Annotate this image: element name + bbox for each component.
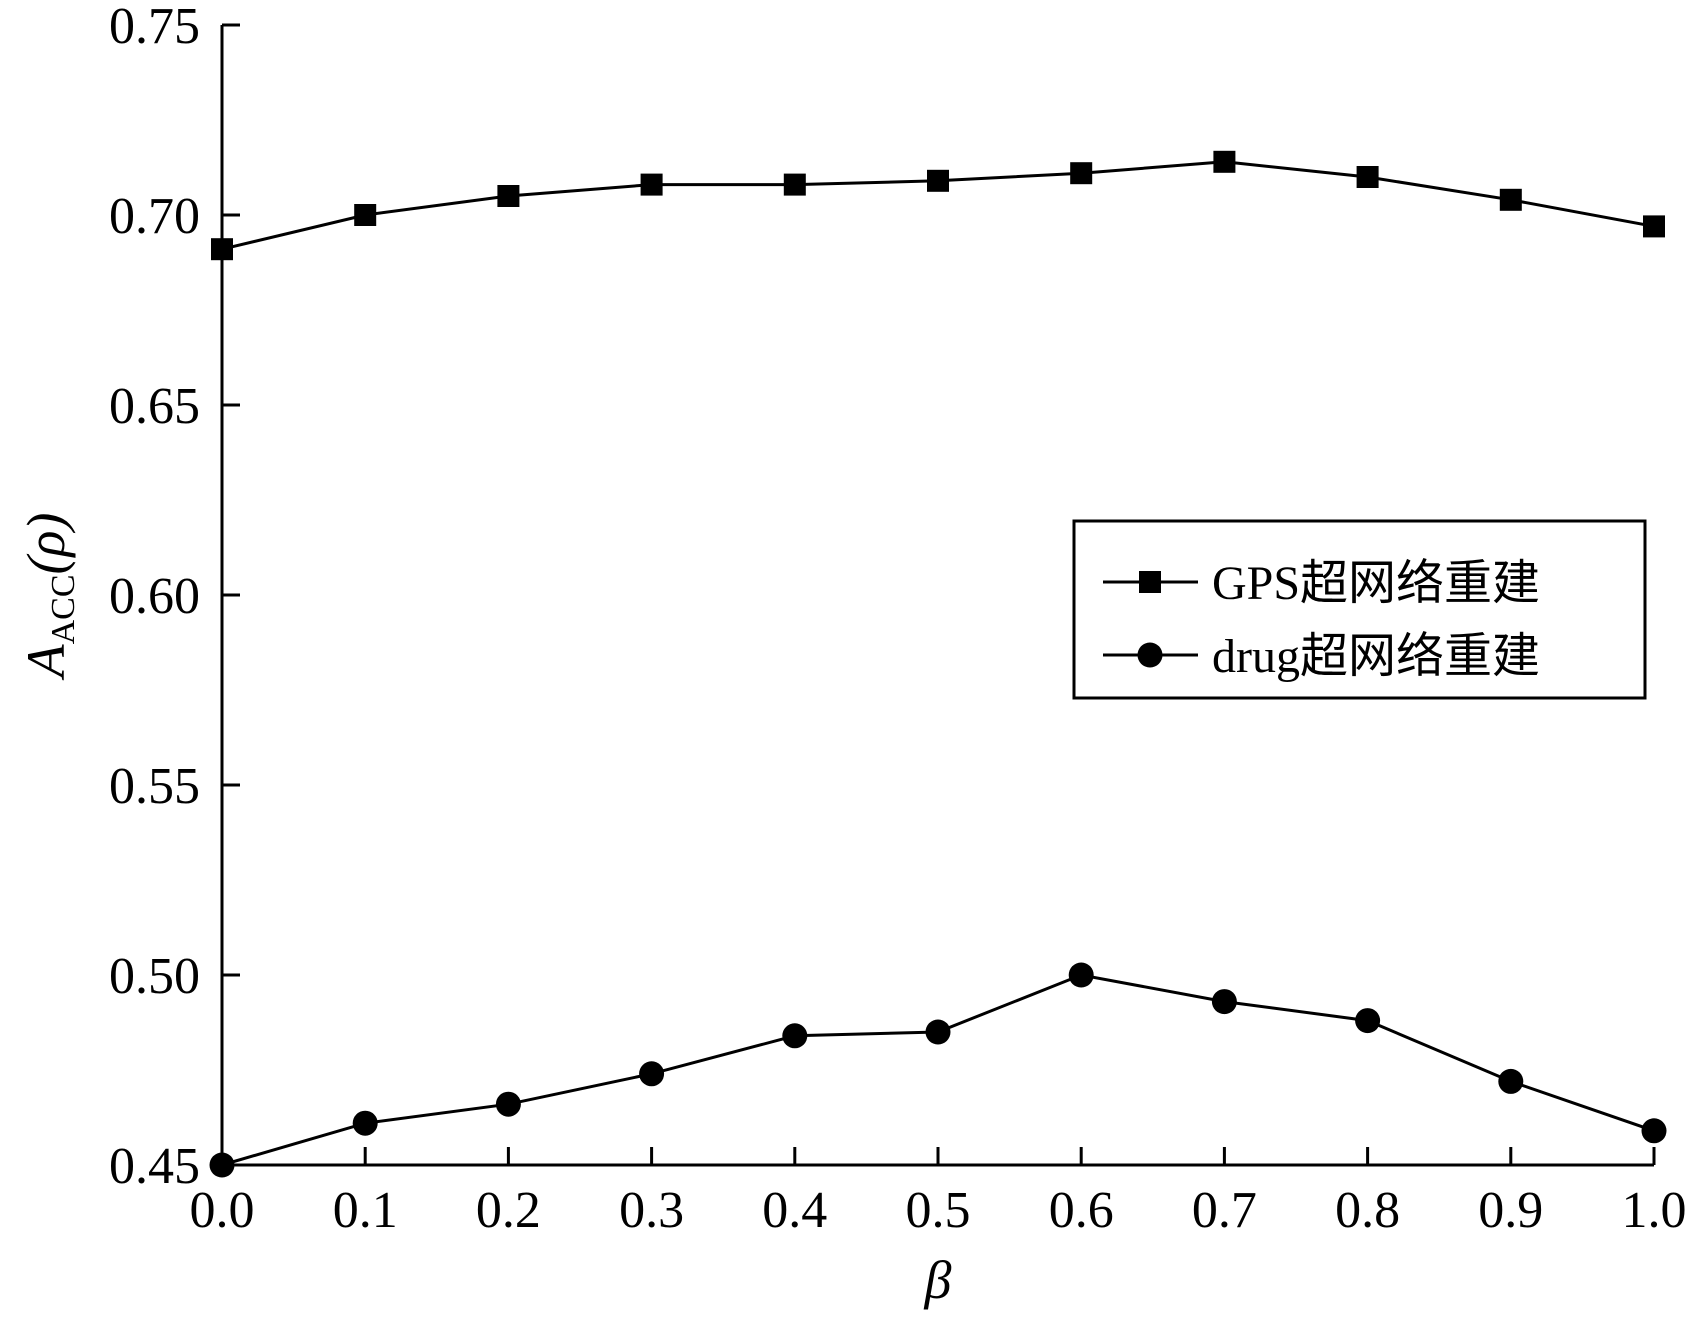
y-tick-label: 0.70: [109, 188, 200, 245]
data-point: [1070, 162, 1093, 185]
legend-marker: [1139, 571, 1161, 593]
data-point: [1213, 150, 1236, 173]
legend: GPS超网络重建 drug超网络重建: [1072, 519, 1647, 700]
x-tick-label: 0.5: [906, 1182, 971, 1239]
x-tick-label: 0.3: [619, 1182, 684, 1239]
y-tick-label: 0.55: [109, 758, 200, 815]
y-tick-label: 0.50: [109, 948, 200, 1005]
y-axis-title-subscript: ACC: [45, 574, 82, 644]
series-1: [211, 150, 1665, 261]
data-point: [1211, 989, 1237, 1015]
x-tick-label: 0.0: [190, 1182, 255, 1239]
x-tick-label: 0.2: [476, 1182, 541, 1239]
data-point: [1643, 215, 1665, 238]
series-layer: [209, 150, 1667, 1178]
data-point: [782, 1023, 808, 1049]
data-point: [927, 169, 949, 192]
data-point: [640, 173, 663, 196]
legend-label: drug超网络重建: [1212, 630, 1540, 683]
data-point: [495, 1091, 521, 1117]
legend-box: [1072, 519, 1647, 700]
data-point: [639, 1061, 665, 1087]
data-point: [1499, 188, 1522, 211]
x-tick-label: 0.7: [1192, 1182, 1257, 1239]
y-tick-label: 0.60: [109, 568, 200, 625]
y-tick-label: 0.65: [109, 378, 200, 435]
data-point: [209, 1152, 235, 1178]
legend-marker: [1137, 642, 1163, 668]
x-tick-label: 0.4: [762, 1182, 827, 1239]
axes: 0.45 0.50 0.55 0.60 0.65 0.70 0.75 0.0 0.1 0.2 0.3…: [16, 0, 1687, 1310]
x-tick-label: 0.1: [333, 1182, 398, 1239]
y-tick-label: 0.75: [109, 0, 200, 55]
x-axis-title: β: [924, 1250, 952, 1310]
x-tick-label: 0.8: [1335, 1182, 1400, 1239]
legend-label: GPS超网络重建: [1212, 557, 1540, 610]
data-point: [352, 1110, 378, 1136]
y-axis-title-main: A: [16, 643, 76, 680]
data-point: [1356, 166, 1379, 188]
data-point: [1641, 1118, 1667, 1144]
data-point: [497, 185, 520, 207]
data-point: [1355, 1008, 1381, 1034]
x-tick-label: 0.9: [1478, 1182, 1543, 1239]
data-point: [211, 238, 233, 261]
data-point: [1498, 1068, 1524, 1094]
x-tick-label: 0.6: [1049, 1182, 1114, 1239]
y-tick-label: 0.45: [109, 1138, 200, 1195]
y-axis-title-suffix: (ρ): [16, 513, 76, 575]
data-point: [925, 1019, 951, 1045]
y-axis-title: AACC(ρ): [16, 513, 82, 681]
data-point: [354, 204, 377, 226]
series-2: [209, 962, 1667, 1178]
data-point: [783, 173, 806, 196]
data-point: [1068, 962, 1094, 988]
x-tick-label: 1.0: [1622, 1182, 1687, 1239]
legend-entry-2: drug超网络重建: [1103, 630, 1540, 683]
series-line: [221, 973, 1655, 1167]
legend-entry-1: GPS超网络重建: [1103, 557, 1540, 610]
